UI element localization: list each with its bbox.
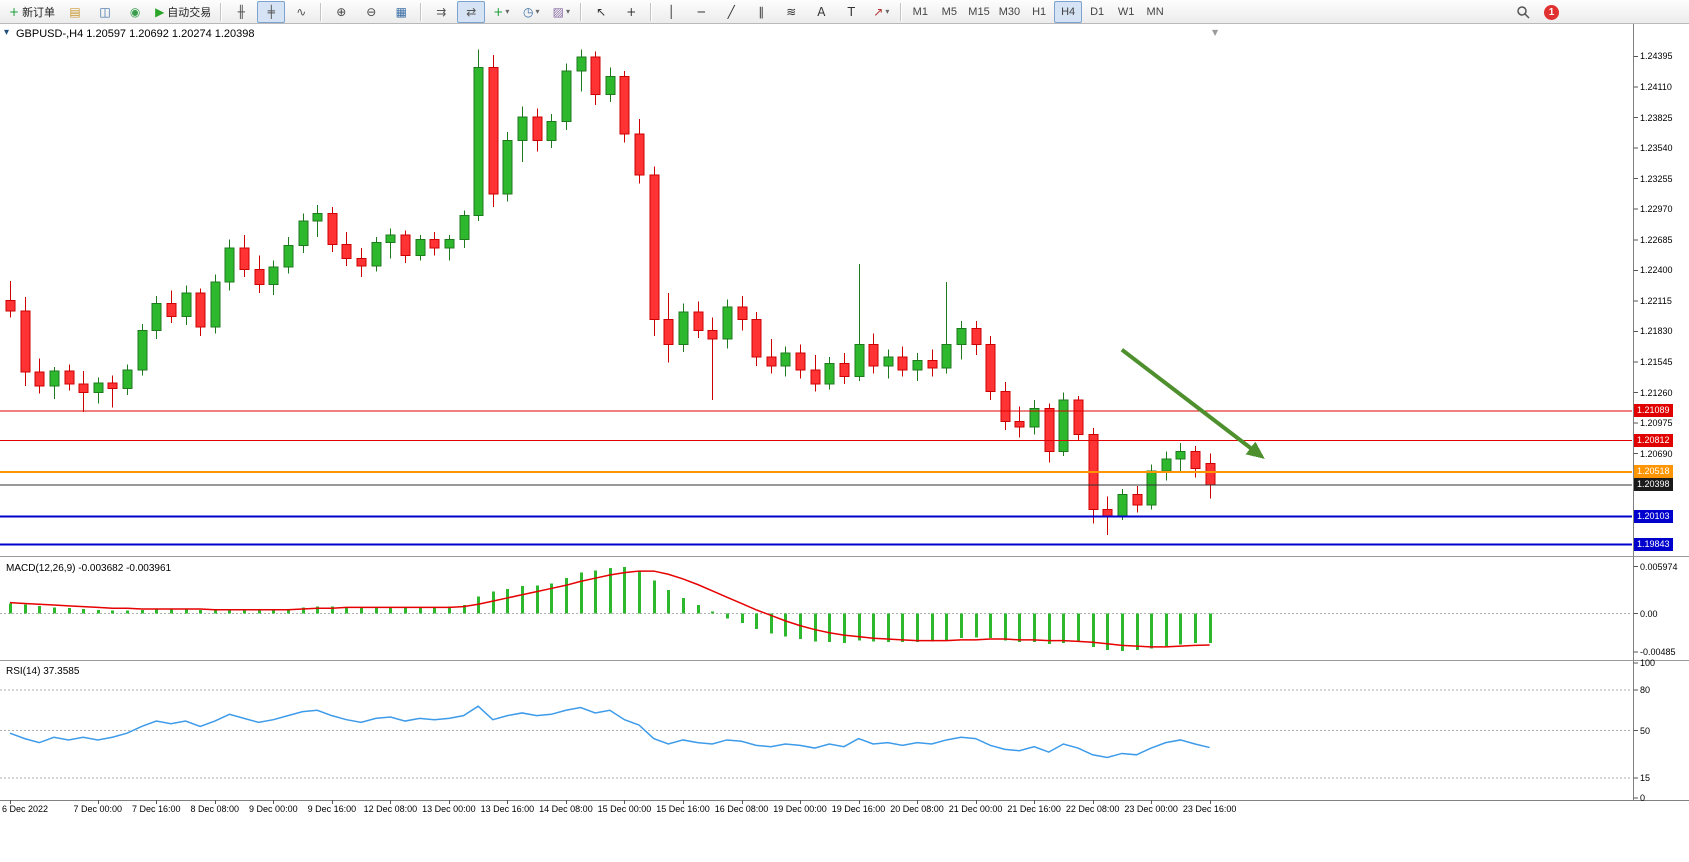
zoom-out-icon: ⊖ bbox=[366, 4, 377, 19]
timeframe-m1-button-label: M1 bbox=[912, 5, 928, 18]
timeframe-w1-button-label: W1 bbox=[1117, 5, 1135, 18]
navigator-icon: ◫ bbox=[99, 4, 111, 19]
toolbar-items: + 新订单 ▤ ◫ ◉ ▶ 自动交易 ╫ ╪ ∿ ⊕ ⊖ ▦ ⇉ ⇄ + ▾ ◷ ▾ ▨ ▾ ↖ + │ ─ ╱ ∥ ≋ A T ↗ ▾ M1 M… bbox=[4, 0, 1170, 24]
autotrading-button[interactable]: ▶ 自动交易 bbox=[151, 1, 215, 23]
chevron-down-icon: ▾ bbox=[565, 7, 570, 16]
horizontal-lines bbox=[0, 410, 1632, 546]
horizontal-line-button[interactable]: ─ bbox=[687, 1, 715, 23]
pane-frames bbox=[0, 24, 1689, 804]
toolbar-separator bbox=[320, 2, 323, 21]
new-order-button-label: 新订单 bbox=[22, 6, 56, 19]
clock-icon: ◷ bbox=[523, 4, 534, 19]
timeframe-m30-button-label: M30 bbox=[998, 5, 1021, 18]
terminal-icon: ◉ bbox=[129, 4, 141, 19]
channel-icon: ∥ bbox=[758, 4, 765, 19]
navigator-button[interactable]: ◫ bbox=[91, 1, 119, 23]
timeframe-m5-button-label: M5 bbox=[941, 5, 957, 18]
zoom-in-button[interactable]: ⊕ bbox=[327, 1, 355, 23]
zoom-out-button[interactable]: ⊖ bbox=[357, 1, 385, 23]
notification-badge[interactable]: 1 bbox=[1544, 4, 1559, 20]
auto-scroll-button[interactable]: ⇉ bbox=[427, 1, 455, 23]
crosshair-icon: + bbox=[626, 4, 637, 19]
timeframe-h4-button-label: H4 bbox=[1061, 5, 1076, 18]
timeframe-w1-button[interactable]: W1 bbox=[1112, 1, 1140, 23]
autotrading-icon: ▶ bbox=[155, 4, 165, 19]
chart-window[interactable]: ▾ GBPUSD-,H4 1.20597 1.20692 1.20274 1.2… bbox=[0, 24, 1689, 862]
vertical-line-button[interactable]: │ bbox=[657, 1, 685, 23]
rsi-line bbox=[9, 705, 1210, 759]
new-order-button[interactable]: + 新订单 bbox=[5, 1, 59, 23]
timeframe-m1-button[interactable]: M1 bbox=[906, 1, 934, 23]
indicators-button[interactable]: + ▾ bbox=[487, 1, 515, 23]
cursor-icon: ↖ bbox=[596, 4, 607, 19]
timeframe-m30-button[interactable]: M30 bbox=[995, 1, 1024, 23]
toolbar-separator bbox=[580, 2, 583, 21]
candles bbox=[5, 49, 1216, 536]
market-watch-icon: ▤ bbox=[69, 4, 81, 19]
trend-arrow bbox=[1120, 348, 1265, 459]
vertical-line-icon: │ bbox=[667, 4, 675, 19]
horizontal-line-icon: ─ bbox=[697, 4, 705, 19]
toolbar-separator bbox=[220, 2, 223, 21]
market-watch-button[interactable]: ▤ bbox=[61, 1, 89, 23]
autotrading-button-label: 自动交易 bbox=[167, 6, 212, 19]
timeframe-mn-button-label: MN bbox=[1146, 5, 1164, 18]
text-button[interactable]: A bbox=[807, 1, 835, 23]
chart-canvas[interactable] bbox=[0, 24, 1689, 862]
chart-shift-icon: ⇄ bbox=[466, 4, 477, 19]
search-icon-glyph bbox=[1517, 6, 1530, 19]
templates-button[interactable]: ▨ ▾ bbox=[547, 1, 575, 23]
chevron-down-icon: ▾ bbox=[885, 7, 890, 16]
crosshair-button[interactable]: + bbox=[617, 1, 645, 23]
toolbar-separator bbox=[900, 2, 903, 21]
timeframe-d1-button-label: D1 bbox=[1090, 5, 1105, 18]
timeframe-h1-button[interactable]: H1 bbox=[1025, 1, 1053, 23]
toolbar-separator bbox=[650, 2, 653, 21]
periods-button[interactable]: ◷ ▾ bbox=[517, 1, 545, 23]
terminal-button[interactable]: ◉ bbox=[121, 1, 149, 23]
timeframe-d1-button[interactable]: D1 bbox=[1083, 1, 1111, 23]
tile-windows-icon: ▦ bbox=[395, 4, 407, 19]
timeframe-h1-button-label: H1 bbox=[1032, 5, 1047, 18]
trendline-button[interactable]: ╱ bbox=[717, 1, 745, 23]
search-icon[interactable] bbox=[1509, 1, 1537, 23]
template-icon: ▨ bbox=[552, 4, 564, 19]
candlestick-button[interactable]: ╪ bbox=[257, 0, 286, 23]
indicators-icon: + bbox=[493, 4, 504, 19]
cursor-button[interactable]: ↖ bbox=[587, 1, 615, 23]
new-order-icon: + bbox=[9, 4, 20, 19]
main-toolbar: + 新订单 ▤ ◫ ◉ ▶ 自动交易 ╫ ╪ ∿ ⊕ ⊖ ▦ ⇉ ⇄ + ▾ ◷ ▾ ▨ ▾ ↖ + │ ─ ╱ ∥ ≋ A T ↗ ▾ M1 M… bbox=[0, 0, 1689, 24]
text-label-button[interactable]: T bbox=[837, 1, 865, 23]
zoom-in-icon: ⊕ bbox=[336, 4, 347, 19]
timeframe-m15-button-label: M15 bbox=[968, 5, 990, 18]
chevron-down-icon: ▾ bbox=[535, 7, 540, 16]
arrow-shapes-icon: ↗ bbox=[873, 4, 884, 19]
bar-chart-icon: ╫ bbox=[237, 4, 245, 19]
trendline-icon: ╱ bbox=[727, 4, 735, 19]
macd-pane bbox=[0, 567, 1632, 651]
candlestick-icon: ╪ bbox=[267, 4, 275, 19]
channel-button[interactable]: ∥ bbox=[747, 1, 775, 23]
toolbar-right: 1 bbox=[1508, 0, 1559, 24]
line-chart-button[interactable]: ∿ bbox=[287, 1, 315, 23]
auto-scroll-icon: ⇉ bbox=[436, 4, 447, 19]
timeframe-m15-button[interactable]: M15 bbox=[964, 1, 993, 23]
bar-chart-button[interactable]: ╫ bbox=[227, 1, 255, 23]
chart-shift-button[interactable]: ⇄ bbox=[457, 0, 486, 23]
fibonacci-button[interactable]: ≋ bbox=[777, 1, 805, 23]
chevron-down-icon: ▾ bbox=[505, 7, 510, 16]
text-label-icon: T bbox=[847, 4, 855, 19]
toolbar-separator bbox=[420, 2, 423, 21]
arrows-button[interactable]: ↗ ▾ bbox=[867, 1, 895, 23]
line-chart-icon: ∿ bbox=[296, 4, 307, 19]
fibonacci-icon: ≋ bbox=[786, 4, 797, 19]
macd-signal-line bbox=[9, 570, 1210, 648]
tile-windows-button[interactable]: ▦ bbox=[387, 1, 415, 23]
timeframe-h4-button[interactable]: H4 bbox=[1054, 0, 1083, 23]
timeframe-m5-button[interactable]: M5 bbox=[935, 1, 963, 23]
rsi-pane bbox=[0, 689, 1632, 779]
text-icon: A bbox=[817, 4, 826, 19]
timeframe-mn-button[interactable]: MN bbox=[1141, 1, 1169, 23]
